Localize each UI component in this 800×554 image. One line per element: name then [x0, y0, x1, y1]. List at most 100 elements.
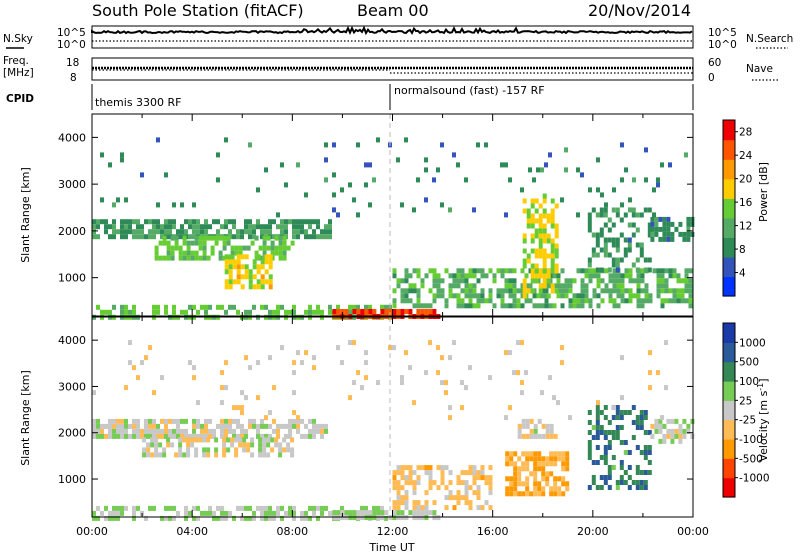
- velocity-cell: [276, 428, 280, 434]
- velocity-cell: [682, 433, 687, 439]
- power-cell: [587, 222, 592, 228]
- velocity-cell: [196, 418, 200, 424]
- velocity-cell: [194, 447, 199, 453]
- velocity-cell: [509, 491, 514, 497]
- velocity-cell: [412, 510, 417, 516]
- velocity-cell: [647, 470, 652, 475]
- velocity-cell: [292, 370, 296, 376]
- power-cell: [92, 229, 96, 235]
- velocity-cell: [178, 442, 183, 448]
- power-cell: [312, 234, 316, 240]
- power-cell: [656, 182, 660, 188]
- power-cell: [100, 152, 104, 158]
- velocity-cell: [537, 451, 542, 457]
- velocity-cell: [258, 442, 263, 448]
- velocity-cell: [513, 461, 518, 467]
- velocity-cell: [396, 465, 401, 471]
- power-cell: [404, 288, 409, 294]
- velocity-cell: [380, 515, 385, 521]
- velocity-cell: [108, 428, 112, 434]
- power-cell: [596, 212, 600, 218]
- power-cell: [520, 283, 525, 289]
- velocity-cell: [448, 470, 453, 476]
- power-cell: [132, 219, 136, 225]
- power-cell: [424, 167, 428, 173]
- power-cell: [108, 162, 112, 168]
- power-cell: [690, 216, 695, 222]
- velocity-cell: [208, 433, 212, 439]
- power-cell: [274, 245, 279, 251]
- power-cell: [192, 304, 196, 310]
- velocity-cell: [392, 485, 397, 491]
- velocity-cell: [236, 433, 240, 439]
- power-cell: [196, 229, 200, 235]
- power-cell: [528, 268, 533, 274]
- velocity-cell: [615, 410, 620, 415]
- velocity-cell: [112, 428, 116, 434]
- power-cell: [356, 212, 360, 218]
- power-cell: [538, 253, 543, 259]
- velocity-cell: [248, 423, 252, 429]
- power-cell: [684, 283, 689, 289]
- power-cell: [152, 309, 156, 315]
- power-cell: [228, 254, 233, 260]
- velocity-cell: [116, 510, 120, 516]
- velocity-cell: [340, 505, 344, 511]
- power-cell: [166, 240, 171, 246]
- velocity-cell: [228, 510, 232, 516]
- velocity-cell: [160, 418, 164, 424]
- velocity-cell: [635, 445, 640, 450]
- velocity-cell: [533, 456, 538, 462]
- power-cell: [272, 309, 276, 315]
- power-cell: [596, 157, 600, 163]
- power-cell: [188, 219, 192, 225]
- power-cell: [456, 273, 461, 279]
- velocity-cell: [607, 420, 612, 425]
- velocity-cell: [120, 423, 124, 429]
- power-cell: [631, 262, 636, 268]
- power-cell: [596, 303, 601, 309]
- power-cell: [688, 288, 693, 294]
- velocity-cell: [392, 345, 396, 351]
- velocity-cell: [142, 437, 147, 443]
- power-cell: [542, 268, 547, 274]
- power-cell: [202, 240, 207, 246]
- power-cell: [324, 157, 328, 163]
- power-cell: [628, 288, 633, 294]
- velocity-cell: [476, 490, 481, 496]
- velocity-cell: [124, 385, 128, 391]
- power-cell: [576, 167, 580, 173]
- velocity-cell: [643, 485, 648, 490]
- power-cell: [538, 273, 543, 279]
- velocity-cell: [248, 515, 252, 521]
- power-cell: [592, 273, 597, 279]
- velocity-cell: [561, 461, 566, 467]
- power-cell: [184, 219, 188, 225]
- velocity-cell: [587, 485, 592, 490]
- velocity-cell: [292, 515, 296, 521]
- power-cell: [328, 224, 332, 230]
- velocity-cell: [476, 505, 481, 511]
- velocity-colorbar-swatch: [723, 400, 735, 421]
- velocity-cell: [348, 340, 352, 346]
- velocity-cell: [332, 510, 337, 516]
- power-cell: [416, 177, 420, 183]
- power-cell: [444, 268, 449, 274]
- power-cell: [603, 222, 608, 228]
- power-cell: [468, 293, 473, 299]
- power-colorbar-tick-label: 8: [739, 244, 746, 256]
- velocity-cell: [120, 428, 124, 434]
- velocity-cell: [428, 480, 433, 486]
- freq-tick-bottom: 8: [70, 72, 77, 84]
- power-cell: [452, 273, 457, 279]
- x-tick-label: 00:00: [677, 525, 709, 538]
- velocity-cell: [513, 466, 518, 472]
- power-cell: [224, 254, 229, 260]
- velocity-colorbar-swatch: [723, 361, 735, 382]
- power-cell: [324, 177, 328, 183]
- power-colorbar-swatch: [723, 178, 735, 199]
- power-cell: [611, 207, 616, 213]
- power-cell: [240, 284, 245, 290]
- power-cell: [504, 212, 508, 218]
- power-cell: [344, 309, 349, 314]
